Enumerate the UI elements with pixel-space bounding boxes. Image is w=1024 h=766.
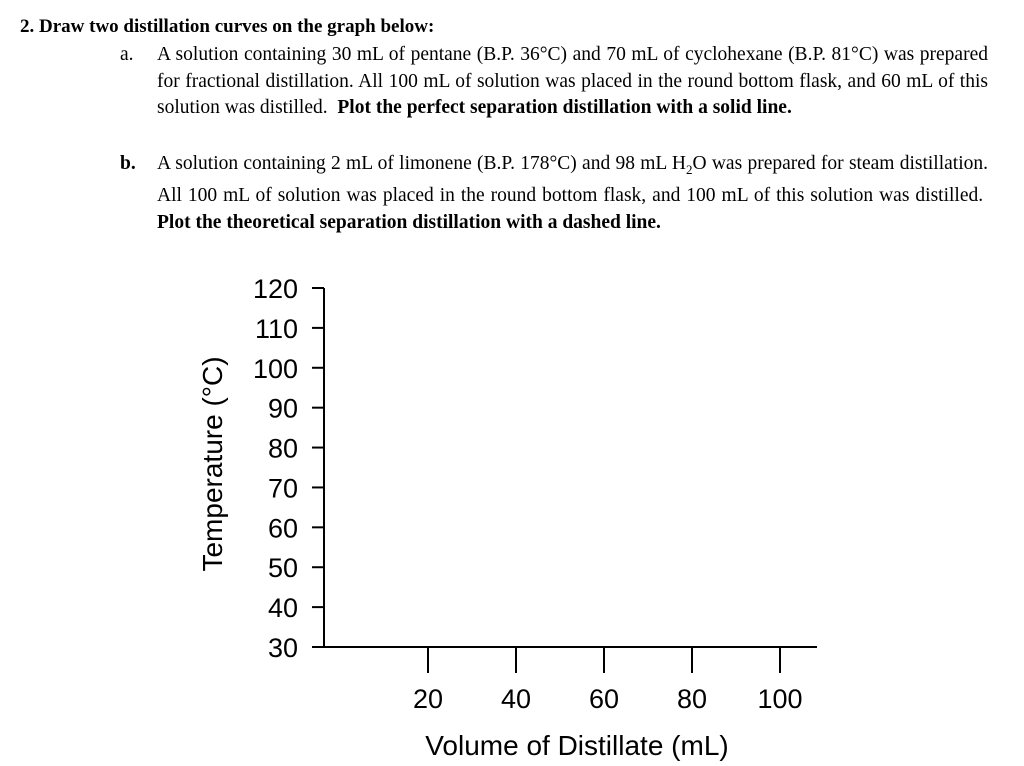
x-tick-label: 60: [589, 684, 619, 714]
x-tick-label: 80: [677, 684, 707, 714]
y-tick-label: 60: [268, 513, 298, 543]
y-axis-title: Temperature (°C): [197, 356, 228, 571]
y-tick-label: 70: [268, 473, 298, 503]
y-tick-label: 40: [268, 593, 298, 623]
x-tick-label: 40: [501, 684, 531, 714]
part-b-marker: b.: [120, 153, 136, 174]
part-a-text: A solution containing 30 mL of pentane (…: [157, 42, 988, 122]
part-b-description-start: A solution containing 2 mL of limonene (…: [157, 153, 686, 174]
y-tick-label: 90: [268, 394, 298, 424]
y-tick-label: 100: [253, 354, 298, 384]
y-tick-label: 110: [255, 314, 298, 344]
part-b-text: A solution containing 2 mL of limonene (…: [157, 151, 988, 236]
question-heading: 2. Draw two distillation curves on the g…: [20, 16, 435, 37]
y-tick-label: 120: [253, 274, 298, 304]
part-a-description: A solution containing 30 mL of pentane (…: [157, 44, 988, 118]
part-a-instruction: Plot the perfect separation distillation…: [337, 97, 792, 118]
part-b-description-end: O was prepared for steam distillation. A…: [157, 153, 988, 207]
x-tick-label: 100: [757, 684, 802, 714]
water-subscript: 2: [685, 161, 693, 177]
y-tick-label: 80: [268, 434, 298, 464]
part-a-marker: a.: [120, 44, 134, 65]
y-tick-label: 30: [268, 633, 298, 663]
y-tick-label: 50: [268, 553, 298, 583]
question-part-b: b. A solution containing 2 mL of limonen…: [120, 151, 988, 236]
x-tick-label: 20: [413, 684, 443, 714]
part-b-instruction: Plot the theoretical separation distilla…: [157, 211, 661, 233]
x-axis-title: Volume of Distillate (mL): [425, 730, 728, 761]
question-part-a: a. A solution containing 30 mL of pentan…: [120, 42, 988, 122]
